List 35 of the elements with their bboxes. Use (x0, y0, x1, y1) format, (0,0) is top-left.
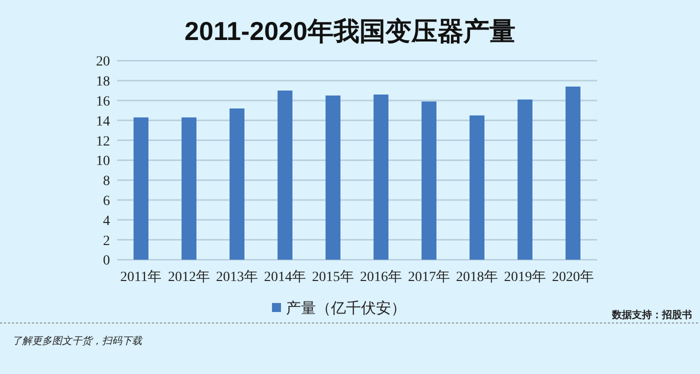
y-tick-label: 0 (103, 254, 110, 269)
y-tick-label: 20 (96, 54, 110, 70)
y-tick-label: 14 (96, 114, 110, 130)
y-tick-label: 18 (96, 74, 110, 90)
x-tick-label: 2011年 (120, 269, 162, 285)
bar (374, 94, 388, 260)
x-tick-label: 2020年 (552, 269, 594, 285)
bar (134, 117, 148, 260)
legend-label: 产量（亿千伏安） (286, 300, 406, 317)
bar (182, 117, 196, 260)
y-tick-label: 12 (96, 134, 110, 150)
y-tick-label: 2 (103, 234, 110, 249)
x-tick-label: 2016年 (360, 269, 402, 285)
y-tick-label: 16 (96, 94, 110, 110)
bar (470, 115, 484, 260)
y-tick-label: 8 (103, 174, 110, 190)
bar (326, 96, 340, 260)
x-tick-label: 2012年 (168, 269, 210, 285)
x-tick-label: 2015年 (312, 269, 354, 285)
text: 数据支持：招股书 (611, 309, 692, 321)
x-tick-label: 2018年 (456, 269, 498, 285)
y-tick-label: 10 (96, 154, 110, 170)
y-tick-label: 4 (103, 214, 110, 229)
x-tick-label: 2017年 (408, 269, 450, 285)
bar (518, 100, 532, 260)
bar (230, 108, 244, 260)
bar (566, 86, 580, 260)
x-tick-label: 2019年 (504, 269, 546, 285)
bar (278, 90, 292, 260)
y-tick-label: 6 (103, 194, 110, 209)
bar (422, 101, 436, 260)
chart-title: 2011-2020年我国变压器产量 (184, 16, 516, 46)
text: 了解更多图文干货，扫码下载 (12, 335, 143, 347)
x-tick-label: 2013年 (216, 269, 258, 285)
x-tick-label: 2014年 (264, 269, 306, 285)
